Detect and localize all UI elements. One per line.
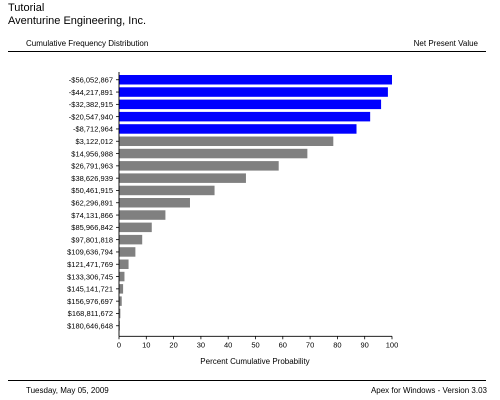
y-tick-label: $38,626,939: [71, 174, 113, 183]
y-tick-label: $3,122,012: [75, 137, 113, 146]
bar: [119, 296, 122, 306]
y-tick-label: $109,636,794: [67, 248, 113, 257]
x-tick-label: 100: [386, 340, 399, 349]
company-name: Aventurine Engineering, Inc.: [8, 15, 146, 27]
y-tick-label: -$56,052,867: [69, 75, 113, 84]
bar: [119, 198, 190, 208]
x-tick-label: 50: [251, 340, 259, 349]
x-tick-label: 40: [224, 340, 232, 349]
footer-divider: [8, 380, 486, 381]
bar: [119, 185, 215, 196]
bar: [119, 99, 382, 110]
y-tick-label: $97,801,818: [71, 235, 113, 244]
y-tick-label: -$32,382,915: [69, 100, 113, 109]
x-tick-label: 70: [306, 340, 314, 349]
x-tick-label: 80: [333, 340, 341, 349]
bar: [119, 75, 392, 85]
y-tick-label: $168,811,672: [68, 309, 113, 318]
bar: [119, 234, 143, 245]
bar: [119, 148, 308, 159]
y-tick-label: $85,966,842: [71, 223, 113, 232]
y-tick-label: -$20,547,940: [69, 112, 113, 121]
bar: [119, 87, 388, 97]
y-tick-label: $133,306,745: [67, 272, 113, 281]
bar: [119, 222, 152, 233]
y-tick-label: -$44,217,891: [69, 88, 113, 97]
bar: [119, 210, 166, 220]
bar: [119, 161, 279, 171]
y-tick-label: $121,471,769: [67, 260, 113, 269]
variable-label: Net Present Value: [413, 39, 478, 48]
report-title: Tutorial: [8, 2, 45, 14]
x-axis-label: Percent Cumulative Probability: [200, 357, 309, 366]
y-tick-label: $50,461,915: [71, 186, 113, 195]
x-tick-label: 60: [279, 340, 287, 349]
x-tick-label: 10: [142, 340, 150, 349]
x-tick-label: 20: [169, 340, 177, 349]
bar: [119, 259, 129, 269]
y-tick-label: -$8,712,964: [73, 125, 113, 134]
bar: [119, 247, 136, 257]
y-tick-label: $156,976,697: [67, 297, 113, 306]
bar: [119, 284, 124, 294]
bar: [119, 136, 334, 146]
x-tick-label: 90: [361, 340, 369, 349]
y-tick-label: $62,296,891: [71, 198, 113, 207]
y-tick-label: $145,141,721: [67, 285, 113, 294]
software-version: Apex for Windows - Version 3.03: [370, 386, 487, 395]
header-divider: [8, 51, 486, 52]
bar: [119, 111, 371, 122]
chart-type-label: Cumulative Frequency Distribution: [26, 39, 149, 48]
x-tick-label: 0: [117, 340, 121, 349]
report-date: Tuesday, May 05, 2009: [26, 386, 109, 395]
x-tick-label: 30: [197, 340, 205, 349]
y-tick-label: $180,646,648: [67, 321, 113, 330]
y-tick-label: $14,956,988: [71, 149, 113, 158]
y-tick-label: $26,791,963: [71, 162, 113, 171]
bar: [119, 308, 121, 319]
y-tick-label: $74,131,866: [71, 211, 113, 220]
bar: [119, 271, 125, 282]
bar: [119, 173, 246, 183]
bar: [119, 124, 357, 134]
